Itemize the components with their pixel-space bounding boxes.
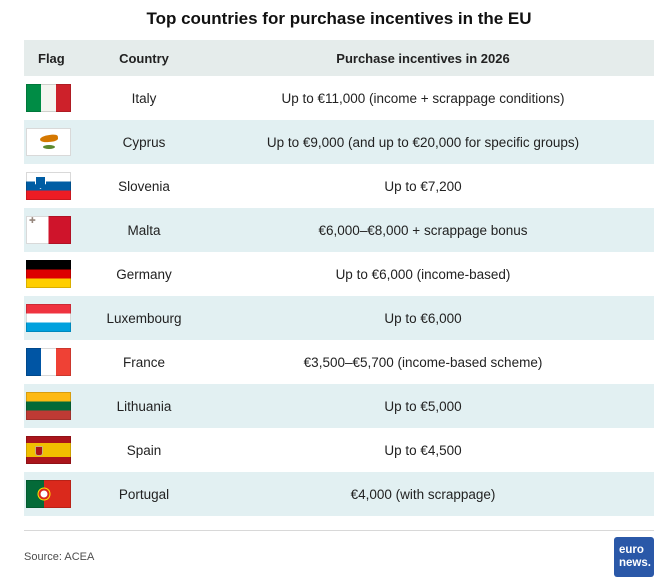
- table-row: Portugal €4,000 (with scrappage): [24, 472, 654, 516]
- incentive-value: €3,500–€5,700 (income-based scheme): [303, 354, 543, 370]
- footer: Source: ACEA euro news.: [24, 530, 654, 578]
- slovenia-flag-icon: [26, 172, 71, 200]
- country-label: Slovenia: [118, 178, 170, 194]
- table-row: Germany Up to €6,000 (income-based): [24, 252, 654, 296]
- table-row: Slovenia Up to €7,200: [24, 164, 654, 208]
- flag-cell: [24, 392, 96, 420]
- header-flag: Flag: [38, 50, 65, 66]
- incentive-value: Up to €9,000 (and up to €20,000 for spec…: [266, 134, 580, 150]
- flag-cell: [24, 128, 96, 156]
- lithuania-flag-icon: [26, 392, 71, 420]
- incentive-value: Up to €5,000: [384, 398, 462, 414]
- table-row: Italy Up to €11,000 (income + scrappage c…: [24, 76, 654, 120]
- country-label: Malta: [127, 222, 161, 238]
- flag-cell: [24, 436, 96, 464]
- table-row: Lithuania Up to €5,000: [24, 384, 654, 428]
- flag-cell: [24, 216, 96, 244]
- country-label: Germany: [116, 266, 172, 282]
- table-row: France €3,500–€5,700 (income-based scheme…: [24, 340, 654, 384]
- page-title: Top countries for purchase incentives in…: [146, 9, 532, 28]
- flag-cell: [24, 84, 96, 112]
- table-row: Luxembourg Up to €6,000: [24, 296, 654, 340]
- euronews-logo: euro news.: [614, 536, 654, 577]
- flag-cell: [24, 260, 96, 288]
- portugal-flag-icon: [26, 480, 71, 508]
- flag-cell: [24, 348, 96, 376]
- france-flag-icon: [26, 348, 71, 376]
- flag-cell: [24, 172, 96, 200]
- source-credit: Source: ACEA: [24, 550, 95, 563]
- flag-cell: [24, 480, 96, 508]
- table-row: Spain Up to €4,500: [24, 428, 654, 472]
- country-label: Luxembourg: [106, 310, 182, 326]
- country-label: Cyprus: [122, 134, 166, 150]
- table-row: Malta €6,000–€8,000 + scrappage bonus: [24, 208, 654, 252]
- table-row: Cyprus Up to €9,000 (and up to €20,000 fo…: [24, 120, 654, 164]
- flag-cell: [24, 304, 96, 332]
- cyprus-flag-icon: [26, 128, 71, 156]
- header-incentive: Purchase incentives in 2026: [336, 50, 510, 66]
- country-label: Italy: [131, 90, 157, 106]
- header-country: Country: [119, 50, 169, 66]
- table-header: Flag Country Purchase incentives in 2026: [24, 40, 654, 76]
- logo-line-1: euro: [619, 543, 644, 556]
- country-label: Spain: [126, 442, 162, 458]
- table-body: Italy Up to €11,000 (income + scrappage c…: [24, 76, 654, 516]
- country-label: Portugal: [118, 486, 170, 502]
- malta-flag-icon: [26, 216, 71, 244]
- incentives-table: Flag Country Purchase incentives in 2026…: [24, 40, 654, 516]
- luxembourg-flag-icon: [26, 304, 71, 332]
- logo-line-2: news.: [619, 556, 651, 569]
- incentive-value: Up to €11,000 (income + scrappage condit…: [281, 90, 565, 106]
- spain-flag-icon: [26, 436, 71, 464]
- incentive-value: Up to €6,000 (income-based): [335, 266, 511, 282]
- incentive-value: Up to €4,500: [384, 442, 462, 458]
- incentive-value: €4,000 (with scrappage): [350, 486, 496, 502]
- germany-flag-icon: [26, 260, 71, 288]
- infographic: Top countries for purchase incentives in…: [0, 9, 669, 516]
- italy-flag-icon: [26, 84, 71, 112]
- country-label: Lithuania: [116, 398, 172, 414]
- incentive-value: Up to €6,000: [384, 310, 462, 326]
- country-label: France: [122, 354, 166, 370]
- incentive-value: €6,000–€8,000 + scrappage bonus: [318, 222, 528, 238]
- incentive-value: Up to €7,200: [384, 178, 462, 194]
